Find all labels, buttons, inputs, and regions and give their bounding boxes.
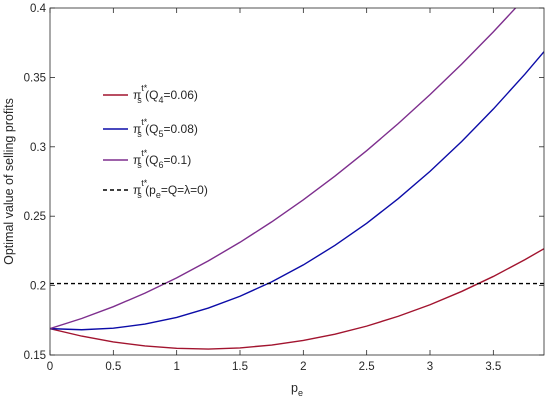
legend-label-1: πt* s (Q4=0.06) [133,83,198,105]
plot-area [50,8,544,355]
series-line-2 [50,51,544,331]
x-tick-label: 2.5 [359,361,375,373]
x-tick-label: 3 [427,361,433,373]
x-axis-label: pe [291,381,303,398]
y-tick-label: 0.2 [30,281,46,293]
y-tick-label: 0.4 [30,3,47,15]
x-tick-label: 3.5 [485,361,501,373]
y-tick-label: 0.3 [30,142,46,154]
legend-label-4: πt* s (pe=Q=λ=0) [133,178,208,200]
x-tick-label: 0.5 [105,361,121,373]
tick-layer: 0 0.5 1 1.5 2 2.5 3 3.5 0.15 0.2 0.25 0.3 0.35 0.4 [24,3,544,373]
legend-label-3: πt* s (Q6=0.1) [133,148,191,170]
legend-label-2: πt* s (Q5=0.08) [133,117,198,139]
x-tick-label: 1.5 [232,361,248,373]
x-tick-label: 2 [300,361,306,373]
y-tick-label: 0.35 [24,72,46,84]
x-tick-label: 1 [173,361,179,373]
y-tick-label: 0.25 [24,211,46,223]
x-tick-label: 0 [47,361,53,373]
y-axis-label: Optimal value of selling profits [2,98,16,265]
series-line-3 [50,8,517,330]
series-layer [50,8,544,350]
axes-box [49,7,545,356]
legend: πt* s (Q4=0.06) πt* s (Q5=0.08) πt* s (Q6=0.1… [103,83,208,200]
series-line-1 [50,248,544,350]
y-tick-label: 0.15 [24,350,46,362]
